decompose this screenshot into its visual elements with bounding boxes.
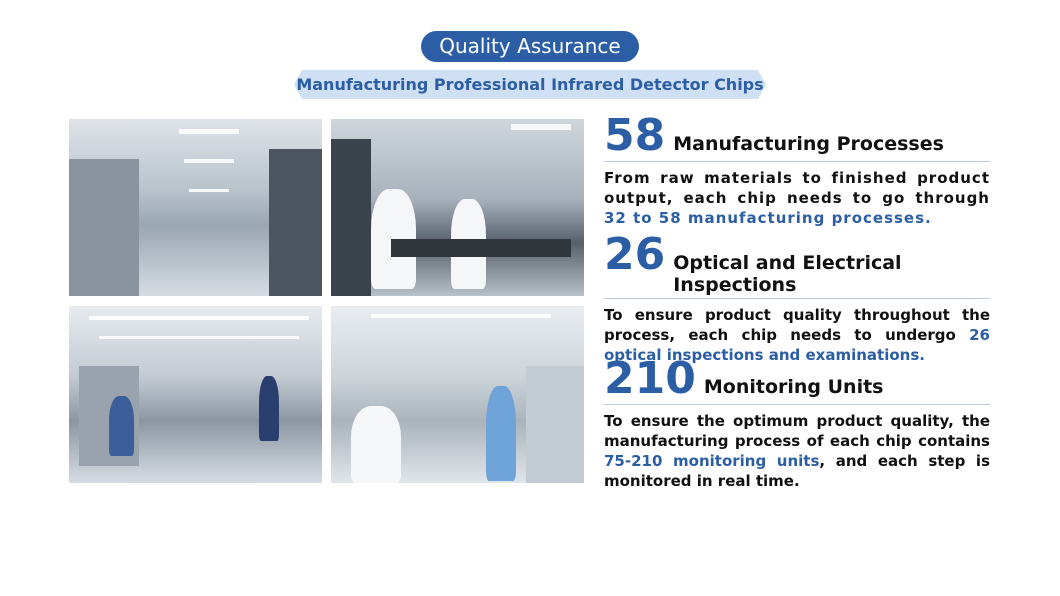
cleanroom-hall-photo — [69, 306, 322, 483]
stat-number: 58 — [604, 110, 666, 161]
stat-title: Monitoring Units — [703, 376, 884, 398]
subtitle-banner: Manufacturing Professional Infrared Dete… — [294, 70, 766, 99]
stat-inspections: 26 Optical and Electrical Inspections To … — [604, 232, 990, 365]
stat-description: From raw materials to finished product o… — [604, 169, 990, 227]
cleanroom-corridor-photo — [69, 119, 322, 296]
stat-monitoring-units: 210 Monitoring Units To ensure the optimu… — [604, 356, 990, 491]
stat-number: 26 — [604, 229, 666, 280]
cleanroom-workstations-photo — [331, 119, 584, 296]
cleanroom-equipment-photo — [331, 306, 584, 483]
stat-number: 210 — [604, 353, 696, 404]
stat-description: To ensure the optimum product quality, t… — [604, 412, 990, 490]
highlight-text: 26 optical inspections and examinations. — [604, 326, 990, 364]
stat-description: To ensure product quality throughout the… — [604, 306, 990, 364]
stat-manufacturing-processes: 58 Manufacturing Processes From raw mater… — [604, 113, 990, 228]
stat-title: Optical and Electrical Inspections — [673, 252, 902, 296]
section-title-badge: Quality Assurance — [421, 31, 639, 62]
highlight-text: 32 to 58 manufacturing processes. — [604, 209, 932, 227]
stat-title: Manufacturing Processes — [673, 133, 944, 155]
highlight-text: 75-210 monitoring units — [604, 452, 820, 470]
